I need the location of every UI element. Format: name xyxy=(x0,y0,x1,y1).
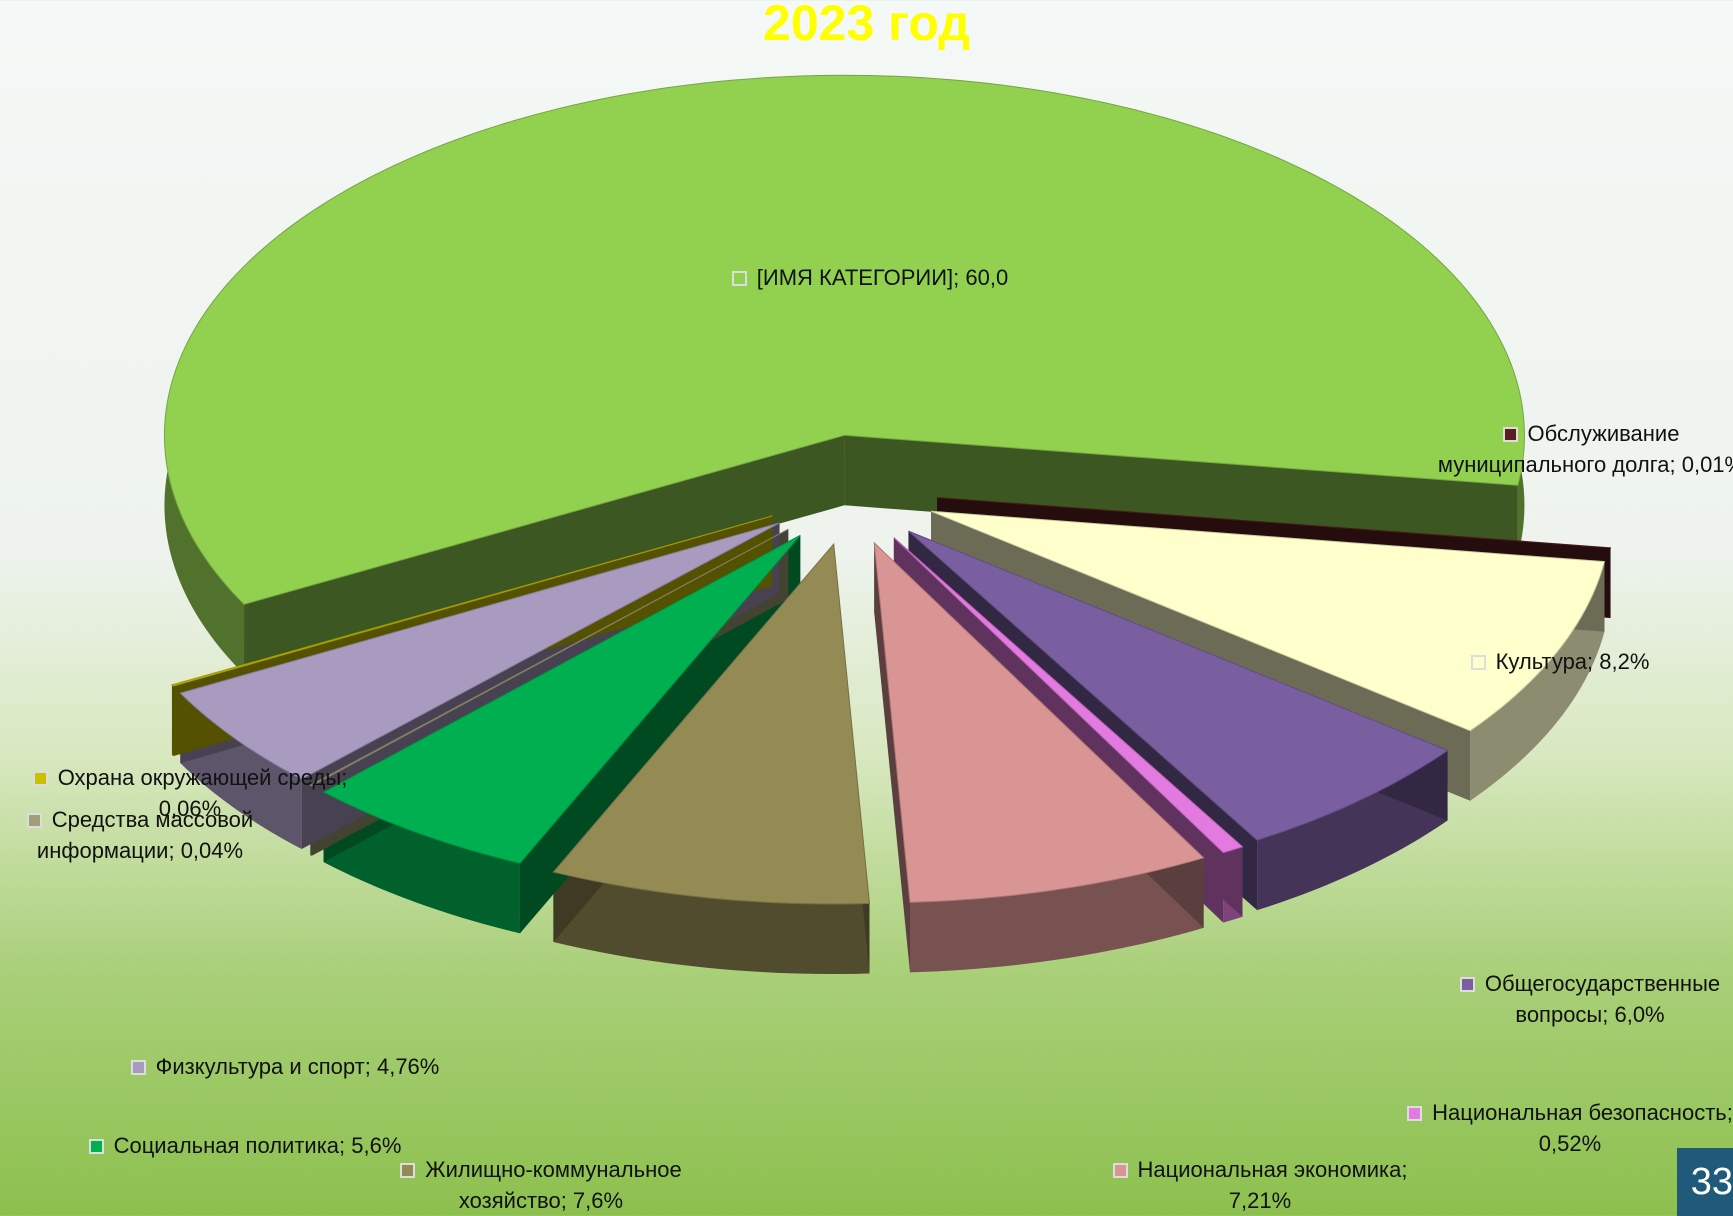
data-label: Национальная безопасность; 0,52% xyxy=(1400,1097,1733,1159)
data-label-text: Физкультура и спорт; 4,76% xyxy=(156,1054,440,1079)
data-label-text: [ИМЯ КАТЕГОРИИ]; 60,0 xyxy=(757,265,1008,290)
data-label: Охрана окружающей среды; 0,06% xyxy=(20,762,360,824)
data-label: Национальная экономика; 7,21% xyxy=(1090,1154,1430,1216)
chart xyxy=(0,0,1733,1216)
legend-marker xyxy=(1407,1106,1422,1121)
data-label-text: Обслуживание муниципального долга; 0,01% xyxy=(1438,421,1733,477)
legend-marker xyxy=(1503,427,1518,442)
legend-marker xyxy=(131,1060,146,1075)
data-label-text: Охрана окружающей среды; 0,06% xyxy=(58,765,348,821)
data-label-text: Общегосударственные вопросы; 6,0% xyxy=(1485,971,1720,1027)
data-label: Обслуживание муниципального долга; 0,01% xyxy=(1421,418,1733,480)
data-label-text: Национальная экономика; 7,21% xyxy=(1138,1157,1408,1213)
data-label-text: Социальная политика; 5,6% xyxy=(114,1133,402,1158)
page-number-text: 33 xyxy=(1691,1161,1733,1203)
legend-marker xyxy=(89,1139,104,1154)
data-label: Социальная политика; 5,6% xyxy=(35,1130,455,1161)
data-label: Общегосударственные вопросы; 6,0% xyxy=(1420,968,1733,1030)
legend-marker xyxy=(1471,655,1486,670)
legend-marker xyxy=(400,1163,415,1178)
data-label-text: Культура; 8,2% xyxy=(1496,649,1650,674)
page: {"chart_data": {"type": "pie", "title": … xyxy=(0,0,1733,1216)
data-label: Физкультура и спорт; 4,76% xyxy=(75,1051,495,1082)
chart-title: 2023 год xyxy=(0,0,1733,52)
data-label-text: Национальная безопасность; 0,52% xyxy=(1432,1100,1733,1156)
legend-marker xyxy=(1460,977,1475,992)
legend-marker xyxy=(33,771,48,786)
legend-marker xyxy=(732,271,747,286)
data-label: [ИМЯ КАТЕГОРИИ]; 60,0 xyxy=(660,262,1080,293)
data-label-text: Жилищно-коммунальное хозяйство; 7,6% xyxy=(425,1157,681,1213)
data-label: Культура; 8,2% xyxy=(1390,646,1730,677)
data-label: Жилищно-коммунальное хозяйство; 7,6% xyxy=(371,1154,711,1216)
legend-marker xyxy=(1113,1163,1128,1178)
